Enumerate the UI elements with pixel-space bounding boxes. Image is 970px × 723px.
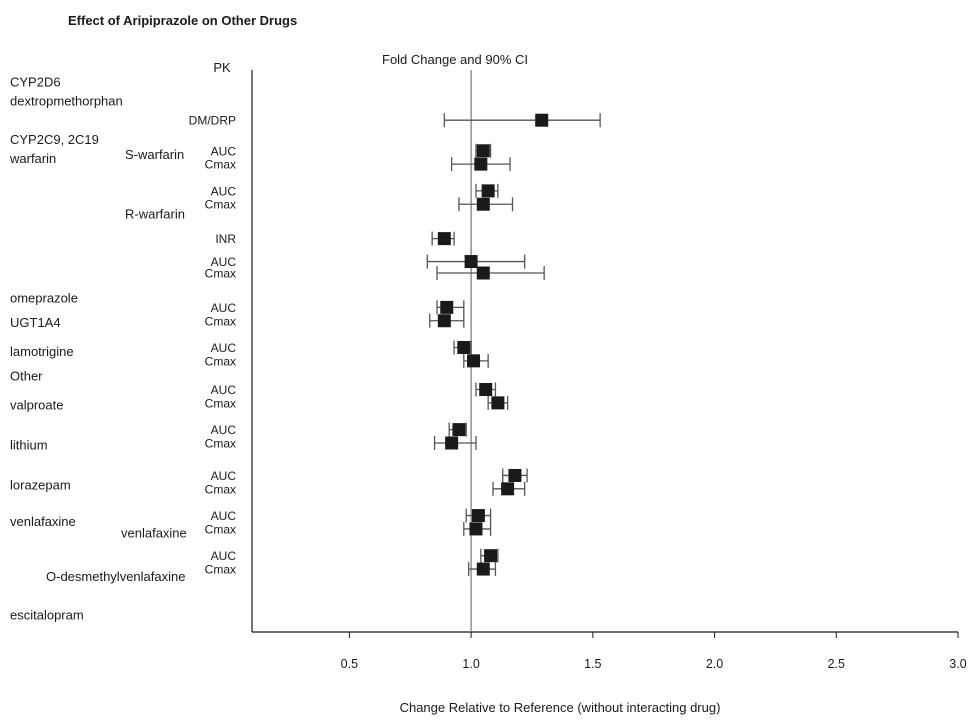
estimate-marker <box>469 522 483 536</box>
estimate-marker <box>445 436 459 450</box>
drug-label: valproate <box>10 397 63 412</box>
drug-label: S-warfarin <box>125 147 184 162</box>
pk-param-label: AUC <box>211 469 237 483</box>
drug-label: O-desmethylvenlafaxine <box>46 569 185 584</box>
ci-header: Fold Change and 90% CI <box>382 52 528 67</box>
pk-param-label: Cmax <box>205 198 236 212</box>
estimate-marker <box>501 482 515 496</box>
estimate-marker <box>476 562 490 576</box>
drug-label: venlafaxine <box>121 525 187 540</box>
estimates-group <box>426 113 601 577</box>
pk-param-label: AUC <box>211 301 237 315</box>
x-axis-title: Change Relative to Reference (without in… <box>400 700 721 715</box>
pk-param-label: Cmax <box>205 522 236 536</box>
pk-param-label: AUC <box>211 144 237 158</box>
estimate-marker <box>535 113 549 127</box>
drug-label: warfarin <box>9 151 56 166</box>
drug-label: lithium <box>10 437 48 452</box>
estimate-marker <box>484 549 498 563</box>
pk-param-label: AUC <box>211 255 237 269</box>
drug-label: venlafaxine <box>10 514 76 529</box>
estimate-marker <box>491 396 505 410</box>
drug-label: lamotrigine <box>10 344 74 359</box>
pk-param-label: Cmax <box>205 354 236 368</box>
pk-param-label: AUC <box>211 509 237 523</box>
drug-label: CYP2C9, 2C19 <box>10 132 99 147</box>
estimate-marker <box>464 255 478 269</box>
estimate-marker <box>437 232 451 246</box>
pk-param-label: Cmax <box>205 563 236 577</box>
estimate-marker <box>471 509 485 523</box>
chart-title: Effect of Aripiprazole on Other Drugs <box>68 13 297 28</box>
pk-param-label: AUC <box>211 184 237 198</box>
pk-param-label: INR <box>215 232 236 246</box>
drug-label: UGT1A4 <box>10 315 61 330</box>
estimate-marker <box>474 157 488 171</box>
drug-label: Other <box>10 369 43 384</box>
estimate-marker <box>467 354 481 368</box>
drug-label: dextropmethorphan <box>10 94 123 109</box>
pk-param-label: Cmax <box>205 158 236 172</box>
drug-label: escitalopram <box>10 607 84 622</box>
pk-param-label: AUC <box>211 423 237 437</box>
estimate-marker <box>481 184 495 198</box>
pk-param-label: Cmax <box>205 314 236 328</box>
pk-param-label: AUC <box>211 383 237 397</box>
drug-label: CYP2D6 <box>10 75 61 90</box>
drug-labels: CYP2D6 dextropmethorphan CYP2C9, 2C19 warfa… <box>9 75 187 623</box>
x-tick-label: 0.5 <box>341 657 358 671</box>
drug-label: omeprazole <box>10 290 78 305</box>
pk-param-label: Cmax <box>205 396 236 410</box>
pk-param-label: AUC <box>211 549 237 563</box>
x-tick-label: 2.5 <box>828 657 845 671</box>
x-tick-label: 1.0 <box>462 657 479 671</box>
estimate-marker <box>440 300 454 314</box>
estimate-marker <box>452 423 466 437</box>
drug-label: R-warfarin <box>125 206 185 221</box>
estimate-marker <box>476 197 490 211</box>
x-tick-label: 2.0 <box>706 657 723 671</box>
pk-header: PK <box>213 60 231 75</box>
pk-param-label: Cmax <box>205 482 236 496</box>
pk-param-label: AUC <box>211 341 237 355</box>
pk-param-label: Cmax <box>205 436 236 450</box>
estimate-marker <box>476 266 490 280</box>
pk-parameter-labels: DM/DRPAUCCmaxAUCCmaxINRAUCCmaxAUCCmaxAUC… <box>189 114 237 577</box>
estimate-marker <box>479 383 493 397</box>
pk-param-label: Cmax <box>205 267 236 281</box>
x-tick-label: 1.5 <box>584 657 601 671</box>
estimate-marker <box>457 340 471 354</box>
drug-label: lorazepam <box>10 478 71 493</box>
estimate-marker <box>508 468 522 482</box>
x-axis: 0.5 1.0 1.5 2.0 2.5 3.0 <box>251 70 967 671</box>
estimate-marker <box>476 144 490 158</box>
pk-param-label: DM/DRP <box>189 114 236 128</box>
x-tick-label: 3.0 <box>949 657 966 671</box>
estimate-marker <box>437 314 451 328</box>
